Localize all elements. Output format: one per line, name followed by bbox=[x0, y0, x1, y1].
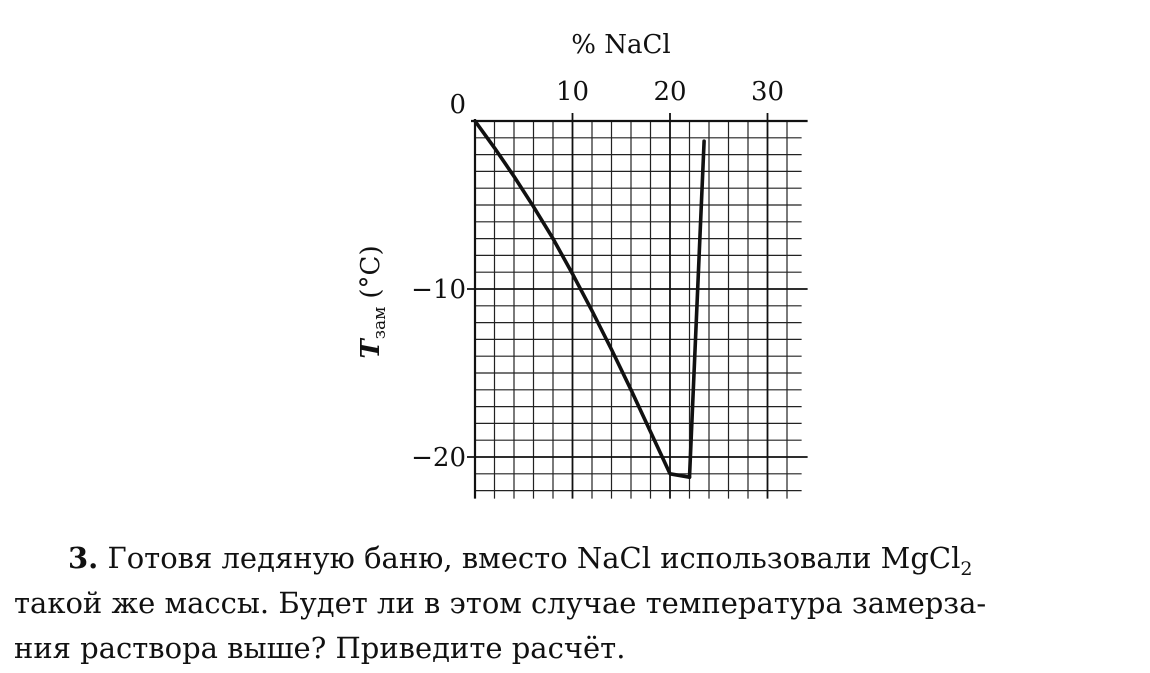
chart-series bbox=[473, 119, 706, 479]
freezing-point-chart: 10 20 30 0 −10 −20 % NaCl Tзам(°C) bbox=[356, 30, 808, 499]
problem-number: 3. bbox=[68, 541, 99, 575]
chart-grid-minor bbox=[475, 121, 802, 499]
problem-text: 3. Готовя ледяную баню, вместо NaCl испо… bbox=[14, 536, 1142, 671]
y-tick-label: 0 bbox=[449, 90, 466, 120]
problem-line-3: ния раствора выше? Приведите расчёт. bbox=[14, 631, 626, 665]
problem-line-1-subscript: 2 bbox=[960, 557, 973, 580]
y-tick-label: −10 bbox=[411, 275, 466, 305]
y-tick-label: −20 bbox=[411, 443, 466, 473]
freezing-curve-segment-2 bbox=[687, 139, 706, 479]
y-axis-title: Tзам(°C) bbox=[356, 245, 390, 358]
x-tick-label: 20 bbox=[653, 77, 686, 107]
x-tick-label: 10 bbox=[556, 77, 589, 107]
chart-labels: % NaCl Tзам(°C) bbox=[356, 30, 671, 359]
chart-ticks: 10 20 30 0 −10 −20 bbox=[411, 77, 784, 473]
chart-grid-major bbox=[467, 113, 808, 499]
problem-line-1: 3. Готовя ледяную баню, вместо NaCl испо… bbox=[14, 536, 1142, 581]
x-tick-label: 30 bbox=[751, 77, 784, 107]
x-axis-title: % NaCl bbox=[571, 30, 670, 60]
problem-line-2: такой же массы. Будет ли в этом случае т… bbox=[14, 586, 987, 620]
problem-line-1-text: Готовя ледяную баню, вместо NaCl использ… bbox=[107, 541, 961, 575]
freezing-curve-segment-1 bbox=[473, 119, 692, 479]
